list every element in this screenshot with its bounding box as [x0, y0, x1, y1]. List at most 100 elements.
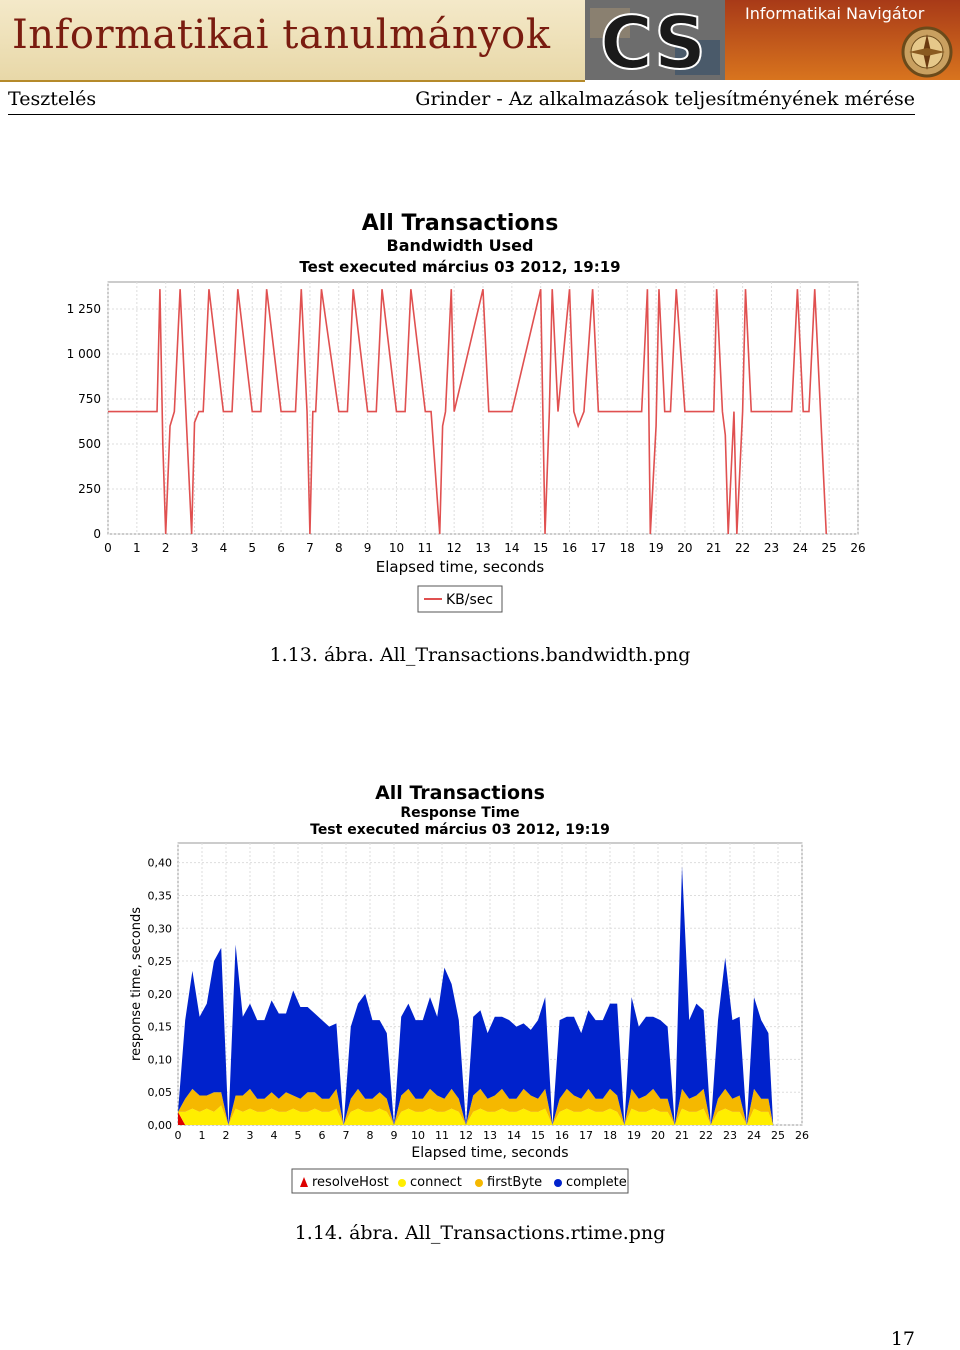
x-tick-label: 1 [199, 1129, 206, 1142]
chart-subtitle: Response Time [400, 805, 519, 821]
x-tick-label: 11 [435, 1129, 449, 1142]
y-tick-label: 1 250 [67, 302, 101, 316]
x-tick-label: 18 [603, 1129, 617, 1142]
x-tick-label: 5 [248, 541, 256, 555]
x-tick-label: 10 [411, 1129, 425, 1142]
legend-swatch-firstbyte [475, 1179, 483, 1187]
x-tick-label: 14 [504, 541, 519, 555]
legend-box [291, 1168, 629, 1194]
x-tick-label: 14 [507, 1129, 521, 1142]
x-tick-label: 7 [306, 541, 314, 555]
chart-subtitle: Bandwidth Used [387, 236, 534, 255]
section-title: Tesztelés [8, 88, 97, 110]
chart-subtitle-2: Test executed március 03 2012, 19:19 [299, 258, 620, 276]
area-complete [178, 865, 774, 1125]
x-tick-label: 5 [295, 1129, 302, 1142]
x-tick-label: 17 [591, 541, 606, 555]
y-tick-label: 0,20 [148, 988, 173, 1001]
running-head: Tesztelés Grinder - Az alkalmazások telj… [8, 88, 915, 115]
article-title: Grinder - Az alkalmazások teljesítményén… [415, 88, 915, 110]
y-tick-label: 0,05 [148, 1086, 173, 1099]
y-tick-label: 0,10 [148, 1053, 173, 1066]
y-tick-label: 500 [78, 437, 101, 451]
legend-label-complete: complete [566, 1175, 627, 1190]
navigator-title: Informatikai Navigátor [745, 4, 925, 23]
x-tick-label: 2 [223, 1129, 230, 1142]
x-tick-label: 24 [793, 541, 808, 555]
compass-icon [901, 26, 953, 78]
y-axis-label: response time, seconds [129, 907, 144, 1061]
x-tick-label: 23 [764, 541, 779, 555]
x-tick-label: 8 [335, 541, 343, 555]
x-tick-label: 10 [389, 541, 404, 555]
x-axis-label: Elapsed time, seconds [376, 558, 545, 576]
y-tick-label: 0,40 [148, 857, 173, 870]
x-tick-label: 15 [533, 541, 548, 555]
chart-title: All Transactions [375, 782, 545, 804]
x-tick-label: 24 [747, 1129, 761, 1142]
x-tick-label: 3 [191, 541, 199, 555]
x-tick-label: 17 [579, 1129, 593, 1142]
x-axis-label: Elapsed time, seconds [411, 1145, 568, 1161]
x-tick-label: 16 [555, 1129, 569, 1142]
x-tick-label: 0 [175, 1129, 182, 1142]
x-tick-label: 26 [850, 541, 865, 555]
legend-swatch-resolvehost [300, 1177, 308, 1187]
x-tick-label: 12 [459, 1129, 473, 1142]
x-tick-label: 6 [277, 541, 285, 555]
y-tick-label: 0,15 [148, 1021, 173, 1034]
x-tick-label: 1 [133, 541, 141, 555]
x-tick-label: 26 [795, 1129, 809, 1142]
legend-swatch-connect [398, 1179, 406, 1187]
legend-label-connect: connect [410, 1175, 462, 1190]
legend-label-resolvehost: resolveHost [312, 1175, 389, 1190]
page-banner: Informatikai tanulmányok CS Informatikai… [0, 0, 960, 82]
y-tick-label: 0,25 [148, 955, 173, 968]
x-tick-label: 20 [677, 541, 692, 555]
legend-label-kb-sec: KB/sec [446, 592, 493, 608]
banner-title-area: Informatikai tanulmányok [0, 0, 585, 82]
figure-1-caption: 1.13. ábra. All_Transactions.bandwidth.p… [269, 644, 691, 666]
x-tick-label: 4 [271, 1129, 278, 1142]
area-connect [178, 1105, 774, 1125]
x-tick-label: 13 [483, 1129, 497, 1142]
y-tick-label: 0,30 [148, 922, 173, 935]
y-tick-label: 1 000 [67, 347, 101, 361]
x-tick-label: 21 [675, 1129, 689, 1142]
x-tick-label: 2 [162, 541, 170, 555]
y-tick-label: 750 [78, 392, 101, 406]
x-tick-label: 25 [771, 1129, 785, 1142]
cs-logo-letters: CS [600, 1, 706, 80]
x-tick-label: 22 [735, 541, 750, 555]
cs-logo-graphic: CS [585, 0, 725, 80]
x-tick-label: 21 [706, 541, 721, 555]
x-tick-label: 7 [343, 1129, 350, 1142]
chart-subtitle-2: Test executed március 03 2012, 19:19 [310, 822, 610, 838]
x-tick-label: 19 [648, 541, 663, 555]
legend-label-firstbyte: firstByte [487, 1175, 542, 1190]
navigator-panel: Informatikai Navigátor [725, 0, 960, 80]
series-line-kb-sec [108, 289, 828, 535]
x-tick-label: 19 [627, 1129, 641, 1142]
x-tick-label: 18 [620, 541, 635, 555]
area-firstbyte [178, 1088, 774, 1125]
x-tick-label: 13 [475, 541, 490, 555]
page-number: 17 [890, 1328, 915, 1350]
x-tick-label: 16 [562, 541, 577, 555]
x-tick-label: 11 [418, 541, 433, 555]
chart-title: All Transactions [362, 211, 559, 236]
y-tick-label: 250 [78, 482, 101, 496]
y-tick-label: 0,35 [148, 889, 173, 902]
x-tick-label: 8 [367, 1129, 374, 1142]
x-tick-label: 23 [723, 1129, 737, 1142]
x-tick-label: 15 [531, 1129, 545, 1142]
x-tick-label: 20 [651, 1129, 665, 1142]
x-tick-label: 9 [364, 541, 372, 555]
x-tick-label: 22 [699, 1129, 713, 1142]
journal-title: Informatikai tanulmányok [12, 12, 551, 58]
x-tick-label: 4 [220, 541, 228, 555]
legend-swatch-complete [554, 1179, 562, 1187]
x-tick-label: 25 [822, 541, 837, 555]
